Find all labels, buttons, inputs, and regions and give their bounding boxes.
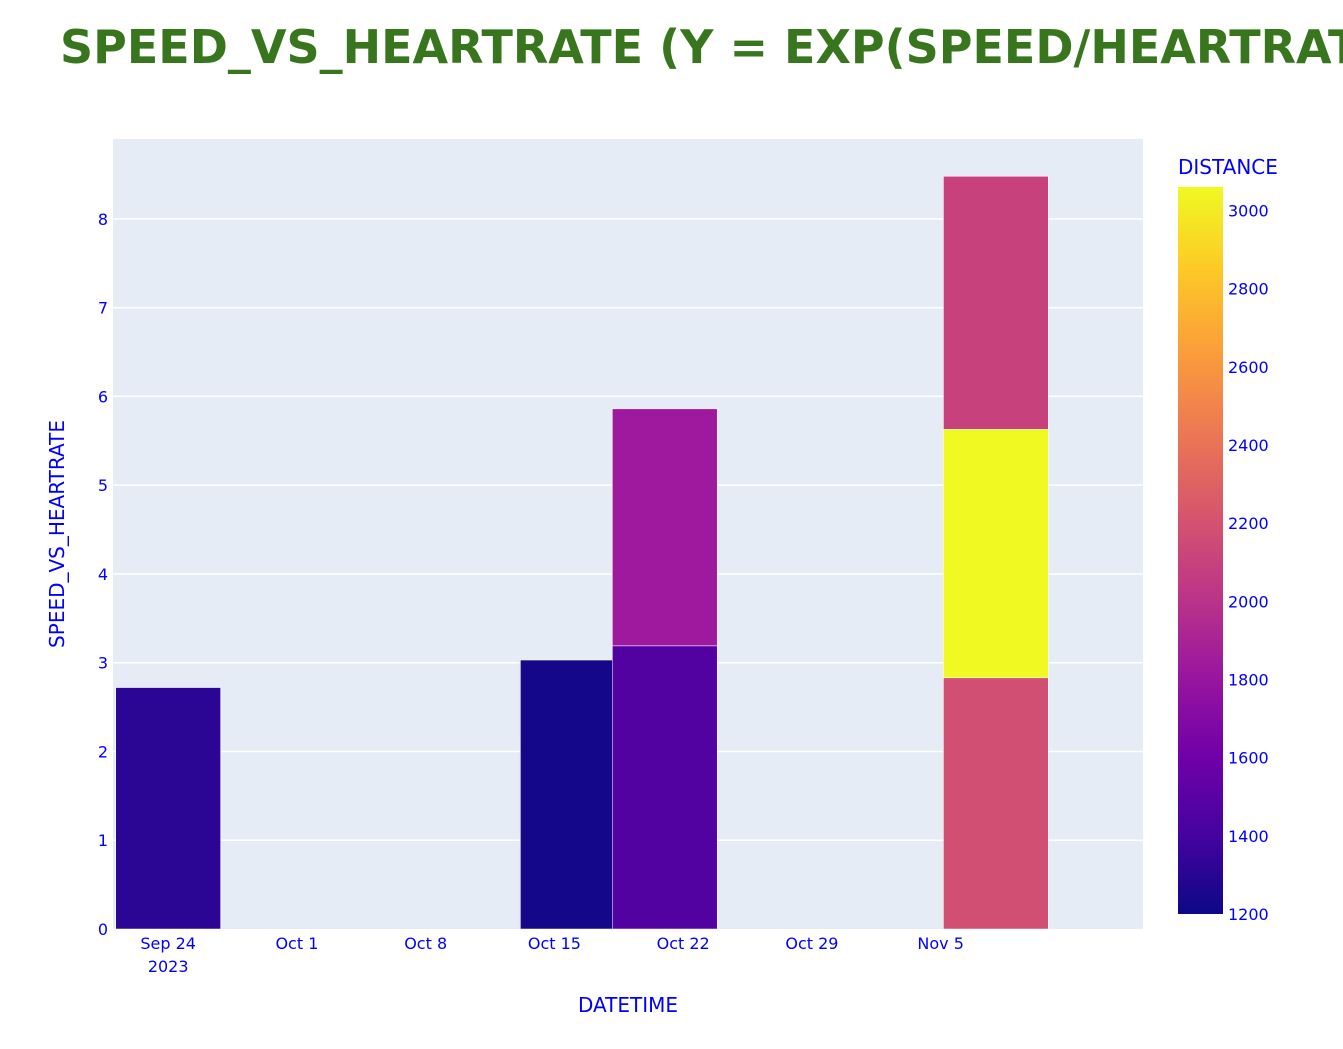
- bars: [115, 176, 1049, 930]
- colorbar-tick-label: 2000: [1228, 592, 1269, 611]
- colorbar-tick-label: 3000: [1228, 201, 1269, 220]
- colorbar-tick-label: 2600: [1228, 358, 1269, 377]
- x-tick-label: Sep 24: [140, 934, 196, 953]
- y-tick-label: 5: [98, 476, 108, 495]
- bar: [943, 429, 1049, 679]
- x-axis-ticks: Sep 24 2023 Oct 1 Oct 8 Oct 15 Oct 22 Oct 29 No…: [140, 934, 964, 976]
- colorbar-ticks: 1200 1400 1600 1800 2000 2200 2400 2600 2800 3000: [1228, 201, 1269, 924]
- x-tick-sublabel: 2023: [148, 957, 189, 976]
- colorbar-tick-label: 2400: [1228, 436, 1269, 455]
- y-tick-label: 7: [98, 299, 108, 318]
- bar: [612, 408, 718, 647]
- colorbar-tick-label: 1800: [1228, 670, 1269, 689]
- y-axis-ticks: 0 1 2 3 4 5 6 7 8: [98, 210, 108, 939]
- colorbar-tick-label: 1200: [1228, 905, 1269, 924]
- y-tick-label: 6: [98, 387, 108, 406]
- x-tick-label: Oct 1: [275, 934, 318, 953]
- x-tick-label: Oct 15: [528, 934, 581, 953]
- y-tick-label: 4: [98, 565, 108, 584]
- colorbar-tick-label: 1400: [1228, 827, 1269, 846]
- title-area: SPEED_VS_HEARTRATE (Y = EXP(SPEED/HEARTR…: [0, 0, 1343, 100]
- colorbar-gradient: [1178, 187, 1223, 914]
- colorbar-title: DISTANCE: [1178, 155, 1278, 179]
- y-tick-label: 1: [98, 831, 108, 850]
- x-axis-title: DATETIME: [578, 993, 678, 1017]
- x-tick-label: Oct 29: [785, 934, 838, 953]
- colorbar-tick-label: 2200: [1228, 514, 1269, 533]
- bar: [520, 659, 626, 930]
- chart-title: SPEED_VS_HEARTRATE (Y = EXP(SPEED/HEARTR…: [60, 20, 1343, 74]
- x-tick-label: Oct 22: [657, 934, 710, 953]
- y-axis-title: SPEED_VS_HEARTRATE: [45, 420, 69, 648]
- y-tick-label: 3: [98, 654, 108, 673]
- y-tick-label: 2: [98, 742, 108, 761]
- bar: [943, 677, 1049, 930]
- colorbar: DISTANCE 1200 1400 1600 1800 2000 2200 2400 260…: [1178, 155, 1278, 924]
- colorbar-tick-label: 2800: [1228, 280, 1269, 299]
- bar: [115, 687, 221, 930]
- y-tick-label: 0: [98, 920, 108, 939]
- x-tick-label: Oct 8: [404, 934, 447, 953]
- bar: [612, 645, 718, 930]
- colorbar-tick-label: 1600: [1228, 749, 1269, 768]
- x-tick-label: Nov 5: [917, 934, 964, 953]
- bar: [943, 176, 1049, 430]
- y-tick-label: 8: [98, 210, 108, 229]
